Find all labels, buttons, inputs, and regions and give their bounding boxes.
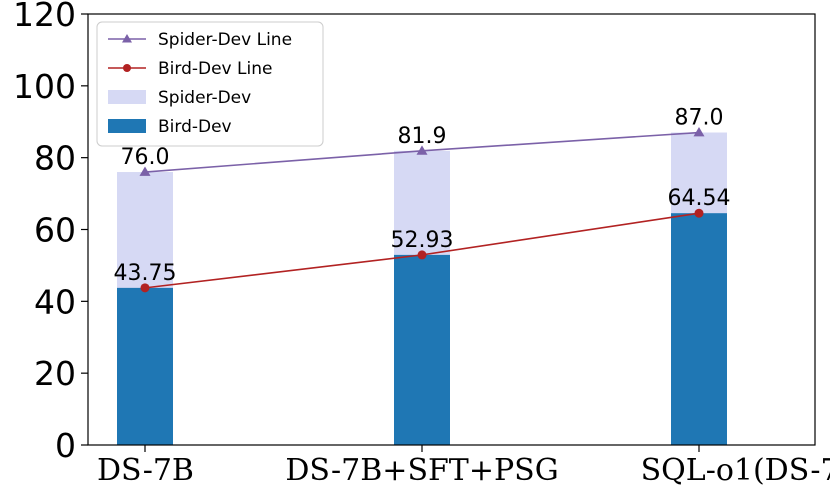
bird-dev-marker (140, 283, 150, 293)
spider-dev-marker (693, 127, 705, 137)
y-tick-label: 80 (34, 139, 76, 178)
y-tick-label: 40 (34, 282, 76, 321)
bird-dev-value-label: 52.93 (391, 228, 454, 253)
bird-dev-marker (417, 250, 427, 260)
spider-dev-value-label: 81.9 (398, 124, 447, 149)
x-axis: DS-7B DS-7B+SFT+PSG SQL-o1(DS-7B) (97, 445, 830, 488)
legend-swatch (108, 119, 146, 133)
x-tick-label: DS-7B+SFT+PSG (285, 453, 558, 488)
legend-label: Spider-Dev Line (158, 30, 292, 50)
bird-dev-bars (117, 213, 727, 445)
legend: Spider-Dev Line Bird-Dev Line Spider-Dev Bi… (96, 21, 324, 147)
legend-swatch (108, 90, 146, 104)
legend-swatch-marker (123, 64, 131, 72)
legend-label: Bird-Dev (158, 117, 232, 137)
series-markers (139, 127, 705, 293)
bird-dev-value-label: 64.54 (668, 186, 731, 211)
y-tick-label: 120 (13, 0, 76, 34)
data-labels: 76.0 43.75 81.9 52.93 87.0 64.54 (114, 106, 731, 286)
y-tick-label: 20 (34, 354, 76, 393)
bird-dev-value-label: 43.75 (114, 261, 177, 286)
y-axis: 0 20 40 60 80 100 120 (13, 0, 88, 465)
spider-dev-value-label: 76.0 (121, 145, 170, 170)
bird-dev-bar (117, 287, 173, 445)
y-tick-label: 100 (13, 67, 76, 106)
bird-dev-marker (694, 208, 704, 218)
spider-dev-value-label: 87.0 (675, 106, 724, 131)
bird-dev-bar (394, 254, 450, 445)
bird-dev-bar (671, 213, 727, 445)
legend-label: Spider-Dev (158, 88, 251, 108)
spider-dev-marker (416, 145, 428, 155)
y-tick-label: 0 (55, 426, 76, 465)
legend-swatch-marker (122, 34, 132, 43)
legend-box (96, 21, 324, 147)
x-tick-label: SQL-o1(DS-7B) (641, 453, 830, 488)
legend-label: Bird-Dev Line (158, 59, 272, 79)
y-tick-label: 60 (34, 211, 76, 250)
x-tick-label: DS-7B (97, 453, 194, 488)
spider-dev-marker (139, 166, 151, 176)
